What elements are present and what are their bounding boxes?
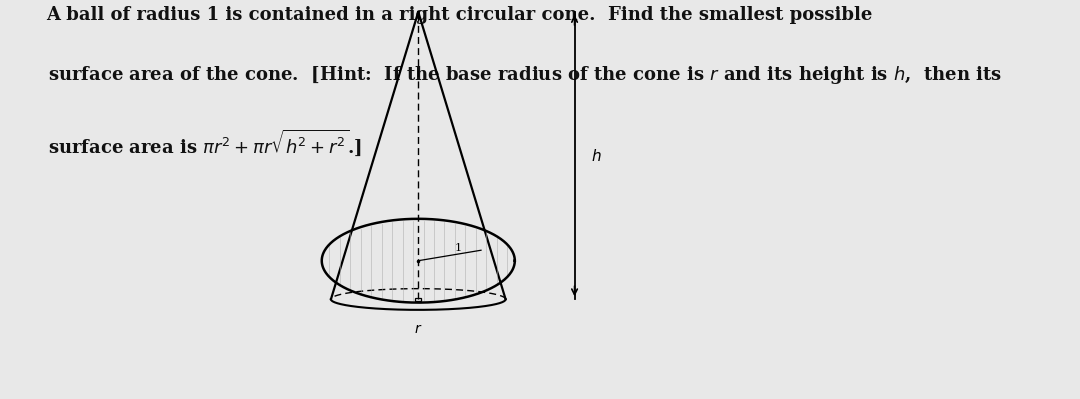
Text: surface area of the cone.  [Hint:  If the base radius of the cone is $r$ and its: surface area of the cone. [Hint: If the … — [48, 64, 1002, 86]
Text: surface area is $\pi r^2 + \pi r\sqrt{h^2 + r^2}$.]: surface area is $\pi r^2 + \pi r\sqrt{h^… — [48, 128, 362, 158]
Bar — [415, 298, 421, 301]
Text: $h$: $h$ — [591, 148, 602, 164]
Text: 1: 1 — [455, 243, 462, 253]
Text: $r$: $r$ — [414, 322, 422, 336]
Text: A ball of radius 1 is contained in a right circular cone.  Find the smallest pos: A ball of radius 1 is contained in a rig… — [46, 6, 873, 24]
